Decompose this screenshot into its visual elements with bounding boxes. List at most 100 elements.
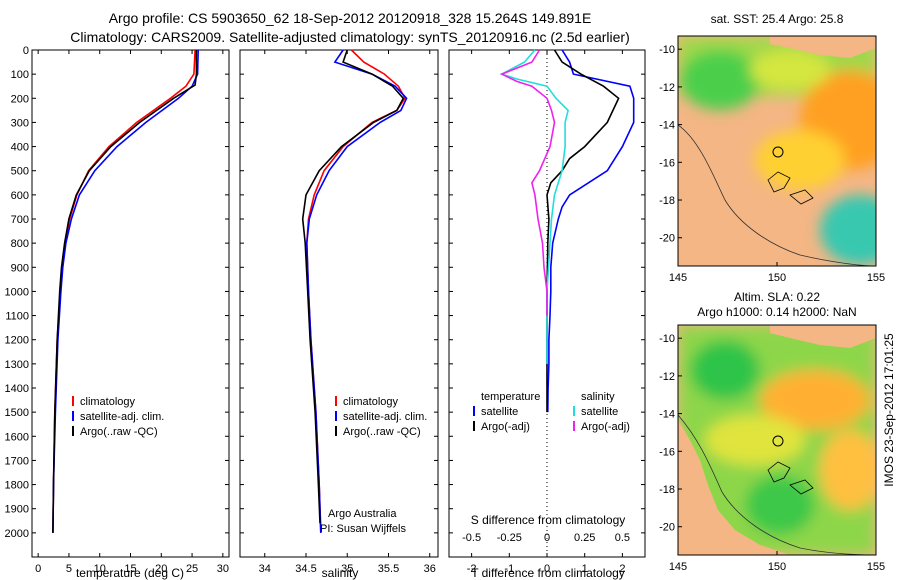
sla-field	[678, 325, 876, 555]
x-tick-label: 34	[259, 563, 271, 575]
s-difference-tick-label: -0.25	[497, 532, 522, 544]
x-tick-label: 15	[124, 563, 136, 575]
map-x-tick-label: 145	[669, 272, 687, 284]
series-line-argo-raw-qc-	[52, 50, 198, 533]
s-difference-tick-label: 0	[544, 532, 550, 544]
legend-satellite-label: satellite-adj. clim.	[80, 411, 164, 423]
y-tick-label: 2000	[5, 528, 29, 540]
y-tick-label: 1100	[5, 311, 29, 323]
y-tick-label: 300	[11, 117, 29, 129]
x-tick-label: 35	[341, 563, 353, 575]
sla-map-panel: Altim. SLA: 0.22 Argo h1000: 0.14 h2000:…	[659, 290, 885, 573]
x-tick-label: 20	[155, 563, 167, 575]
y-tick-label: 1200	[5, 335, 29, 347]
legend-sal-argo-label: Argo(-adj)	[581, 421, 630, 433]
temperature-x-label: temperature (deg C)	[76, 566, 184, 580]
y-tick-label: 900	[11, 262, 29, 274]
sst-map-axes: 145 150 155 -10 -12 -14 -16 -18 -20	[659, 44, 885, 284]
map-x-tick-label: 150	[768, 272, 786, 284]
s-difference-tick-label: 0.5	[615, 532, 630, 544]
sla-yellow-band	[705, 415, 805, 465]
y-tick-label: 1700	[5, 455, 29, 467]
salinity-x-label: salinity	[322, 566, 359, 580]
map-y-tick-label: -18	[659, 195, 675, 207]
legend-satellite-label: satellite-adj. clim.	[343, 411, 427, 423]
x-tick-label: 2	[619, 563, 625, 575]
sla-shelf-contour	[678, 414, 876, 555]
series-line-temperature-argo-adj-	[546, 49, 620, 413]
series-line-salinity-argo-adj-	[499, 49, 556, 316]
y-tick-label: 1800	[5, 480, 29, 492]
x-tick-label: 35.5	[378, 563, 399, 575]
series-line-salinity-satellite	[499, 49, 569, 364]
sst-land-coast	[678, 130, 790, 266]
argo-australia-note: Argo Australia	[328, 508, 397, 520]
legend-argo-label: Argo(..raw -QC)	[343, 426, 421, 438]
map-y-tick-label: -12	[659, 82, 675, 94]
map-y-tick-label: -10	[659, 333, 675, 345]
sla-land-north	[770, 325, 876, 348]
sst-shelf-contour	[678, 124, 876, 266]
y-tick-label: 400	[11, 142, 29, 154]
sst-map-title: sat. SST: 25.4 Argo: 25.8	[711, 12, 844, 26]
temperature-plot-frame	[31, 49, 230, 558]
y-tick-label: 1600	[5, 431, 29, 443]
y-tick-label: 700	[11, 214, 29, 226]
map-y-tick-label: -16	[659, 157, 675, 169]
difference-axes: -2 -1 0 1 2	[449, 49, 645, 575]
imos-timestamp-stamp: IMOS 23-Sep-2012 17:01:25	[882, 333, 896, 487]
t-difference-label: T difference from climatology	[471, 566, 625, 580]
y-tick-label: 1500	[5, 407, 29, 419]
series-line-satellite-adj-clim-	[305, 49, 408, 533]
x-tick-label: -1	[504, 563, 514, 575]
map-x-tick-label: 155	[867, 561, 885, 573]
map-y-tick-label: -20	[659, 233, 675, 245]
series-line-satellite-adj-clim-	[52, 49, 199, 533]
map-y-tick-label: -16	[659, 446, 675, 458]
sla-map-title: Altim. SLA: 0.22	[734, 290, 820, 304]
sst-field	[678, 36, 876, 266]
x-tick-label: 34.5	[295, 563, 316, 575]
legend-climatology-label: climatology	[343, 396, 399, 408]
x-tick-label: 10	[94, 563, 106, 575]
map-y-tick-label: -12	[659, 371, 675, 383]
title-line-2: Climatology: CARS2009. Satellite-adjuste…	[70, 29, 630, 45]
sst-green-west	[680, 50, 760, 110]
sla-land-coast	[678, 420, 790, 555]
sst-land-north	[770, 36, 876, 58]
sla-map-axes: 145 150 155 -10 -12 -14 -16 -18 -20	[659, 333, 885, 573]
map-y-tick-label: -18	[659, 484, 675, 496]
y-tick-label: 500	[11, 166, 29, 178]
sst-cool-south	[820, 195, 876, 265]
salinity-panel: 34 34.5 35 35.5 36 climatology satellite-adj…	[239, 49, 439, 580]
series-line-temperature-satellite	[547, 49, 635, 413]
salinity-plot-frame	[239, 49, 439, 558]
sst-hotspot-center	[755, 130, 845, 190]
map-y-tick-label: -14	[659, 120, 675, 132]
map-y-tick-label: -14	[659, 409, 675, 421]
x-tick-label: 0	[35, 563, 41, 575]
salinity-axes: 34 34.5 35 35.5 36	[240, 49, 438, 575]
map-x-tick-label: 150	[768, 561, 786, 573]
sla-low-center	[745, 475, 815, 535]
series-line-climatology	[305, 49, 406, 533]
legend-temp-argo-label: Argo(-adj)	[481, 421, 530, 433]
sst-yellow-north	[750, 50, 830, 90]
map-x-tick-label: 145	[669, 561, 687, 573]
temperature-panel: 0100200300400500600700800900100011001200…	[5, 45, 230, 580]
s-difference-ticks: -0.5 -0.25 0 0.25 0.5	[462, 532, 630, 544]
sla-map-subtitle: Argo h1000: 0.14 h2000: NaN	[697, 305, 856, 319]
legend-argo-label: Argo(..raw -QC)	[80, 426, 158, 438]
y-tick-label: 0	[23, 45, 29, 57]
legend-climatology-label: climatology	[80, 396, 136, 408]
y-tick-label: 200	[11, 93, 29, 105]
x-tick-label: -2	[467, 563, 477, 575]
y-tick-label: 100	[11, 69, 29, 81]
sla-high-south	[820, 430, 876, 510]
map-x-tick-label: 155	[867, 272, 885, 284]
x-tick-label: 0	[544, 563, 550, 575]
temperature-axes: 0100200300400500600700800900100011001200…	[5, 45, 229, 575]
s-difference-tick-label: -0.5	[462, 532, 481, 544]
x-tick-label: 30	[217, 563, 229, 575]
